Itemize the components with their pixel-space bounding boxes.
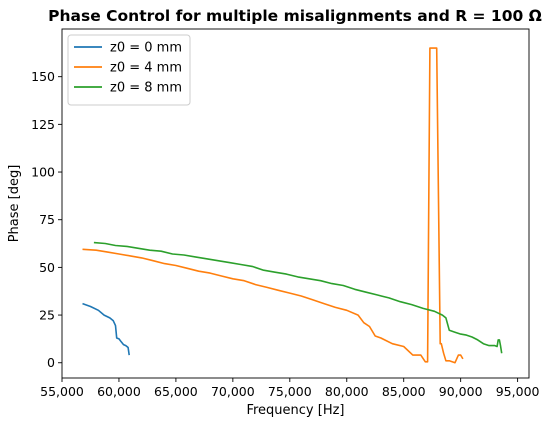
y-tick-label: 75 — [39, 212, 55, 227]
legend-label-0: z0 = 0 mm — [110, 41, 182, 56]
x-axis-label: Frequency [Hz] — [246, 403, 344, 418]
axes-frame — [61, 28, 530, 379]
legend-label-2: z0 = 8 mm — [110, 81, 182, 96]
series-line-0 — [82, 302, 130, 356]
series-line-1 — [82, 47, 464, 364]
x-tick-label: 90,000 — [439, 384, 483, 399]
x-tick-label: 95,000 — [496, 384, 540, 399]
axes: 55,000 60,000 65,000 70,000 75,000 80,000 85,0… — [31, 28, 540, 399]
x-tick-label: 60,000 — [97, 384, 141, 399]
x-tick-label: 55,000 — [40, 384, 84, 399]
legend-label-1: z0 = 4 mm — [110, 61, 182, 76]
y-tick-label: 125 — [31, 117, 55, 132]
y-tick-label: 25 — [39, 308, 55, 323]
x-tick-label: 75,000 — [268, 384, 312, 399]
y-tick-label: 150 — [31, 69, 55, 84]
y-tick-label: 0 — [47, 355, 55, 370]
x-tick-label: 65,000 — [154, 384, 198, 399]
y-tick-label: 50 — [39, 260, 55, 275]
plot-area — [82, 47, 503, 364]
series-line-2 — [93, 241, 503, 354]
x-tick-label: 80,000 — [325, 384, 369, 399]
y-axis-label: Phase [deg] — [7, 165, 22, 243]
legend: z0 = 0 mm z0 = 4 mm z0 = 8 mm — [67, 34, 191, 106]
y-tick-label: 100 — [31, 165, 55, 180]
x-tick-label: 85,000 — [382, 384, 426, 399]
x-tick-label: 70,000 — [211, 384, 255, 399]
chart-title: Phase Control for multiple misalignments… — [48, 7, 542, 25]
